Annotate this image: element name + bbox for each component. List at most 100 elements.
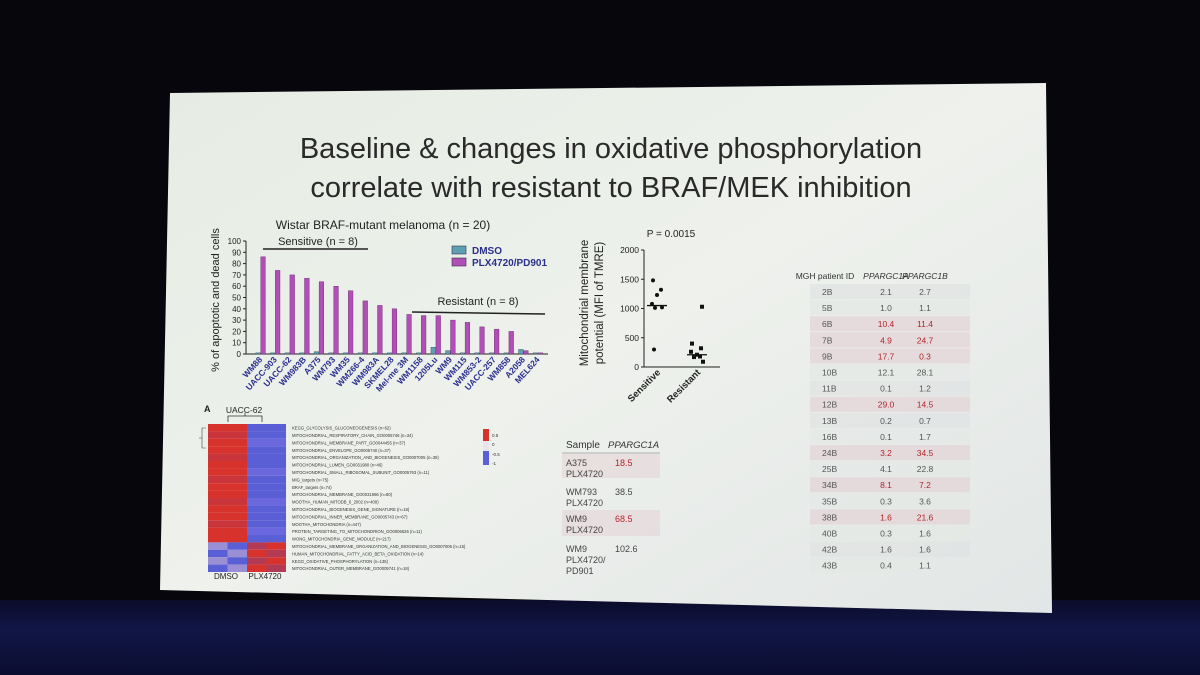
heatmap-cell <box>266 483 286 491</box>
bar-y-tick-label: 30 <box>232 316 241 325</box>
bar-y-tick-label: 50 <box>232 294 241 303</box>
sample-row-highlight <box>562 510 660 536</box>
patient-id: 7B <box>822 335 833 345</box>
bar-chart-title: Wistar BRAF-mutant melanoma (n = 20) <box>276 218 490 232</box>
heatmap-cell <box>247 564 267 572</box>
patient-row-bg <box>810 493 970 509</box>
patient-row-bg <box>810 557 970 573</box>
bar-plx <box>494 328 500 355</box>
heatmap-cell <box>208 505 228 513</box>
sample-name: WM9 <box>566 514 587 524</box>
scatter-y-tick-label: 0 <box>634 362 639 372</box>
bar-dmso <box>270 352 276 355</box>
slide-title-line-1: Baseline & changes in oxidative phosphor… <box>300 133 922 165</box>
patient-id: 16B <box>822 432 837 442</box>
scatter-points <box>647 278 707 364</box>
bar-dmso <box>416 352 422 355</box>
patient-value-a: 1.6 <box>880 545 892 555</box>
bar-plx <box>464 322 470 355</box>
sample-table-rows: A375PLX472018.5WM793PLX472038.5WM9PLX472… <box>562 454 660 576</box>
heatmap-row-label: MITOCHONDRIAL_LUMEN_GO0031980 (n=46) <box>292 463 383 468</box>
heatmap-cell <box>208 424 228 432</box>
heatmap-cell <box>266 468 286 476</box>
heatmap-cell <box>247 498 267 506</box>
bar-dmso <box>313 351 320 355</box>
heatmap-row-dendrogram <box>199 427 206 449</box>
patient-id: 2B <box>822 287 833 297</box>
heatmap-cell <box>208 542 228 550</box>
bar-plx <box>508 331 514 355</box>
heatmap-cell <box>227 483 247 491</box>
heatmap-cell <box>247 431 267 439</box>
heatmap-cell <box>208 527 228 535</box>
scatter-y-label-line-1: Mitochondrial membrane <box>579 240 591 367</box>
bar-dmso <box>459 352 466 355</box>
patient-value-b: 1.6 <box>919 529 931 539</box>
heatmap-cell <box>266 542 286 550</box>
bar-plx <box>289 274 295 355</box>
heatmap-cell <box>266 535 286 543</box>
heatmap-cell <box>208 446 228 454</box>
heatmap-cell <box>208 549 228 558</box>
heatmap-legend: 0.5 0 -0.5 -1 <box>483 429 500 466</box>
bar-plx <box>362 300 368 355</box>
legend-label-dmso: DMSO <box>472 246 502 257</box>
patient-value-b: 22.8 <box>917 464 934 474</box>
heatmap-cell <box>208 535 228 543</box>
heatmap-row-label: MITOCHONDRIAL_ENVELOPE_GO0005740 (n=37) <box>292 448 391 453</box>
heatmap-cell <box>247 490 267 498</box>
sample-table: Sample PPARGC1A A375PLX472018.5WM793PLX4… <box>562 440 660 576</box>
heatmap-cell <box>247 505 267 513</box>
patient-row-bg <box>810 412 970 428</box>
heatmap-cell <box>247 542 267 550</box>
heatmap-row-label: HUMAN_MITOCHONDRIAL_FATTY_ACID_BETA_OXID… <box>292 551 424 556</box>
patient-value-b: 3.6 <box>919 496 931 506</box>
patient-id: 35B <box>822 496 837 506</box>
heatmap-cell <box>247 549 267 558</box>
heatmap-cell <box>247 483 267 491</box>
heatmap-cell <box>247 512 267 521</box>
patient-value-b: 1.1 <box>919 561 931 571</box>
patient-value-a: 0.2 <box>880 416 892 426</box>
patient-id: 6B <box>822 319 833 329</box>
patient-row-bg <box>810 461 970 477</box>
sample-name: PLX4720 <box>566 498 603 508</box>
heatmap-cell <box>208 512 228 521</box>
patient-row-bg <box>810 380 970 396</box>
sample-value: 68.5 <box>615 514 633 524</box>
heatmap-cell <box>208 461 228 469</box>
bar-chart-y-label: % of apoptotic and dead cells <box>210 228 222 372</box>
heatmap-cell <box>208 453 228 461</box>
bar-y-tick-label: 70 <box>232 271 241 280</box>
patient-value-b: 24.7 <box>917 335 934 345</box>
heatmap-legend-mid <box>483 441 489 451</box>
heatmap-cell <box>266 520 286 528</box>
bar-plx <box>275 270 281 355</box>
sample-table-header-gene: PPARGC1A <box>608 440 659 451</box>
heatmap-cell <box>247 557 267 565</box>
bar-plx <box>406 314 412 355</box>
scatter-y-label-line-2: potential (MFI of TMRE) <box>594 242 606 365</box>
patient-value-b: 1.6 <box>919 545 931 555</box>
patient-value-b: 1.2 <box>919 384 931 394</box>
heatmap-legend-label-3: -0.5 <box>492 452 500 457</box>
patient-value-b: 14.5 <box>917 400 934 410</box>
patient-value-a: 0.1 <box>880 432 892 442</box>
heatmap-cell <box>208 475 228 484</box>
sample-name: WM793 <box>566 487 597 497</box>
bar-y-tick-label: 0 <box>237 350 242 359</box>
patient-id: 42B <box>822 545 837 555</box>
bar-y-tick-label: 100 <box>228 237 242 246</box>
heatmap-row-label: MIG_targets (n=75) <box>292 477 329 482</box>
bar-dmso <box>445 350 451 355</box>
bar-dmso <box>255 352 261 355</box>
heatmap-cell <box>266 549 286 558</box>
sensitive-label: Sensitive (n = 8) <box>278 236 358 248</box>
patient-row-bg <box>810 300 970 316</box>
heatmap-cell <box>266 446 286 454</box>
heatmap-cell <box>247 535 267 543</box>
heatmap-row-label: WONG_MITOCHONDRIA_GENE_MODULE (n=217) <box>292 537 391 542</box>
patient-id: 34B <box>822 480 837 490</box>
